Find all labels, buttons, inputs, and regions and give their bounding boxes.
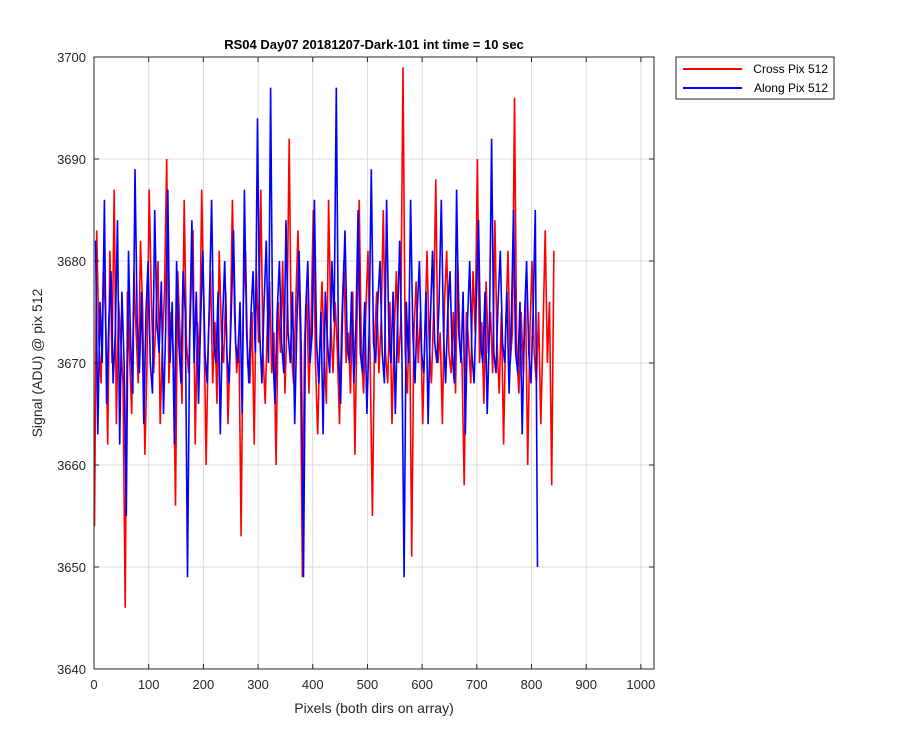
series-layer: [93, 67, 555, 608]
x-tick-label: 500: [357, 677, 379, 692]
x-tick-label: 600: [411, 677, 433, 692]
series-line-along-pix-512: [94, 87, 539, 578]
y-tick-label: 3680: [57, 254, 86, 269]
y-tick-label: 3700: [57, 50, 86, 65]
x-tick-label: 100: [138, 677, 160, 692]
y-tick-label: 3650: [57, 560, 86, 575]
x-tick-label: 1000: [626, 677, 655, 692]
x-tick-label: 700: [466, 677, 488, 692]
y-tick-label: 3660: [57, 458, 86, 473]
x-tick-label: 0: [90, 677, 97, 692]
legend-label-along: Along Pix 512: [754, 81, 828, 95]
y-tick-label: 3640: [57, 662, 86, 677]
y-tick-label: 3690: [57, 152, 86, 167]
legend: Cross Pix 512 Along Pix 512: [675, 56, 835, 100]
y-axis: 3640 3650 3660 3670 3680 3690 3700: [57, 50, 654, 677]
x-axis-label: Pixels (both dirs on array): [294, 700, 454, 716]
legend-box: [675, 56, 835, 100]
y-axis-label: Signal (ADU) @ pix 512: [29, 288, 45, 437]
x-axis: 0 100 200 300 400 500 600 700 800 900 1000: [90, 57, 655, 692]
chart-title: RS04 Day07 20181207-Dark-101 int time = …: [224, 37, 524, 52]
x-tick-label: 900: [575, 677, 597, 692]
x-tick-label: 200: [193, 677, 215, 692]
legend-label-cross: Cross Pix 512: [753, 62, 828, 76]
x-tick-label: 300: [247, 677, 269, 692]
x-tick-label: 400: [302, 677, 324, 692]
y-tick-label: 3670: [57, 356, 86, 371]
x-tick-label: 800: [521, 677, 543, 692]
